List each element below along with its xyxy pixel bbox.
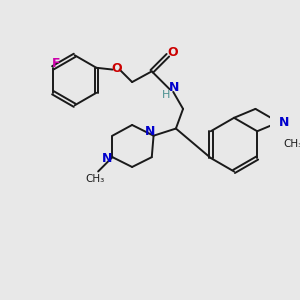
Text: N: N bbox=[279, 116, 289, 129]
Text: O: O bbox=[167, 46, 178, 59]
Text: CH₃: CH₃ bbox=[85, 174, 104, 184]
Text: N: N bbox=[169, 81, 179, 94]
Text: CH₃: CH₃ bbox=[284, 139, 300, 149]
Text: N: N bbox=[145, 125, 155, 138]
Text: F: F bbox=[51, 57, 60, 70]
Text: H: H bbox=[162, 90, 170, 100]
Text: N: N bbox=[102, 152, 112, 164]
Text: O: O bbox=[112, 62, 122, 75]
